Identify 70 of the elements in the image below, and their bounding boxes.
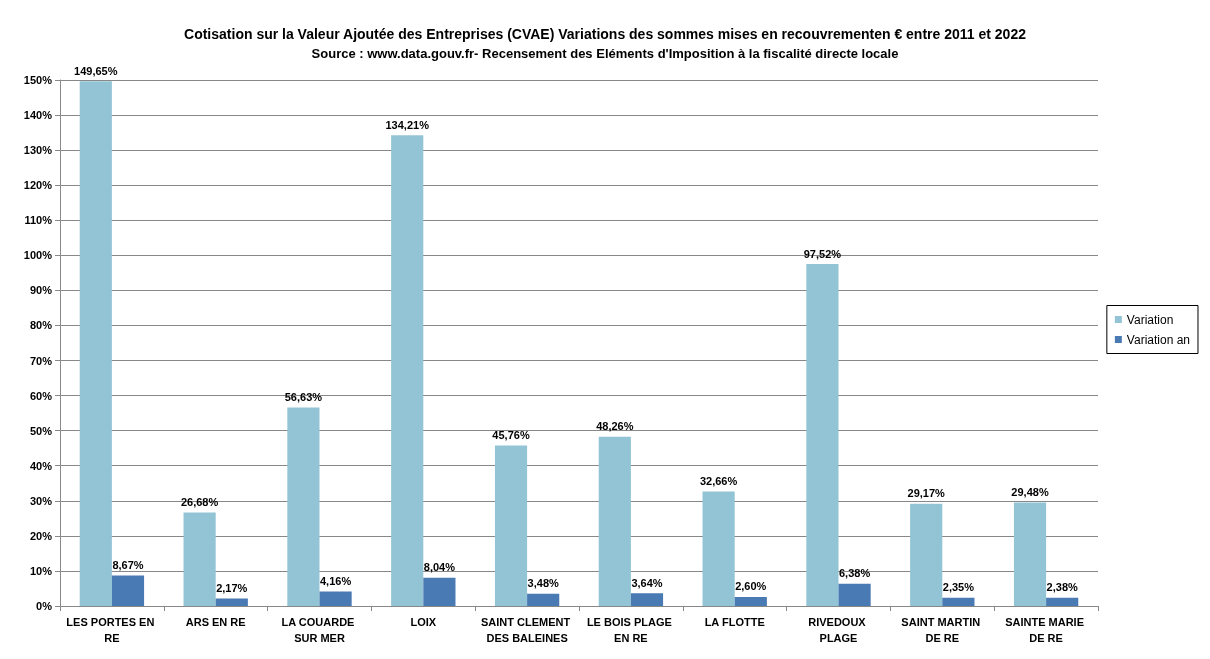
data-label: 2,60% [735, 580, 767, 593]
y-tick-label: 110% [24, 214, 53, 227]
y-tick-label: 130% [23, 144, 53, 157]
bar [494, 445, 528, 606]
bar [319, 591, 352, 606]
x-tick-label: LES PORTES EN RE [66, 616, 158, 644]
y-tick-label: 50% [29, 424, 53, 437]
y-tick-label: 10% [29, 564, 53, 577]
data-label: 29,48% [1011, 486, 1049, 499]
bar [215, 598, 248, 606]
bar [1046, 597, 1079, 606]
y-tick-label: 0% [36, 600, 53, 612]
data-label: 45,76% [492, 429, 530, 442]
x-tick-label: LA COUARDE SUR MER [281, 616, 358, 644]
bar [79, 81, 112, 606]
chart-title: Cotisation sur la Valeur Ajoutée des Entreprises (CVAE) Variations des sommes mises en recouvrementen € entre 2011 et 2022 [184, 26, 1027, 42]
data-label: 134,21% [385, 118, 430, 131]
x-tick-label: SAINT MARTIN DE RE [901, 616, 984, 644]
bar [838, 583, 871, 606]
x-tick-label: ARS EN RE [185, 616, 246, 628]
data-label: 3,48% [527, 577, 559, 590]
y-tick-label: 40% [29, 459, 53, 472]
data-label: 149,65% [74, 64, 118, 77]
bar [287, 407, 320, 606]
bar [1013, 502, 1047, 606]
bar [630, 593, 664, 606]
y-tick-label: 20% [29, 529, 53, 542]
data-label: 8,04% [423, 561, 456, 574]
bar [111, 575, 145, 606]
bar [910, 503, 943, 606]
bar [702, 491, 735, 606]
data-label: 2,35% [942, 581, 975, 594]
data-label: 97,52% [803, 247, 842, 260]
bar [423, 577, 456, 606]
y-tick-label: 150% [23, 74, 53, 86]
y-tick-label: 100% [23, 249, 53, 262]
data-label: 56,63% [284, 390, 323, 403]
bar [598, 436, 631, 606]
x-tick-label: LA FLOTTE [704, 616, 765, 628]
data-label: 2,38% [1046, 581, 1078, 594]
data-label: 3,64% [631, 576, 663, 589]
y-tick-label: 30% [29, 494, 53, 507]
bar [942, 597, 975, 606]
legend-label: Variation [1126, 312, 1174, 327]
x-tick-label: SAINT CLEMENT DES BALEINES [480, 616, 574, 644]
data-label: 29,17% [907, 487, 946, 500]
bar [806, 264, 839, 606]
data-label: 32,66% [699, 474, 738, 487]
y-tick-label: 60% [29, 389, 53, 402]
data-label: 2,17% [216, 581, 248, 594]
x-tick-label: LE BOIS PLAGE EN RE [586, 616, 675, 644]
chart-subtitle: Source : www.data.gouv.fr- Recensement des Eléments d'Imposition à la fiscalité directe locale [311, 46, 899, 61]
data-label: 26,68% [180, 495, 219, 508]
y-tick-label: 80% [29, 319, 53, 332]
data-label: 4,16% [319, 574, 352, 587]
y-tick-label: 70% [29, 354, 53, 367]
bar [183, 512, 216, 606]
y-tick-label: 140% [23, 109, 53, 122]
x-tick-label: RIVEDOUX PLAGE [808, 616, 869, 644]
data-label: 6,38% [838, 567, 871, 580]
bar [391, 135, 424, 606]
x-tick-label: LOIX [410, 616, 437, 628]
y-tick-label: 120% [23, 179, 53, 192]
data-label: 8,67% [112, 559, 144, 572]
legend-label: Variation an [1126, 332, 1190, 347]
x-tick-label: SAINTE MARIE DE RE [1005, 616, 1088, 644]
bar [734, 596, 767, 606]
bar [527, 593, 560, 606]
data-label: 48,26% [596, 420, 634, 433]
y-tick-label: 90% [29, 284, 53, 297]
